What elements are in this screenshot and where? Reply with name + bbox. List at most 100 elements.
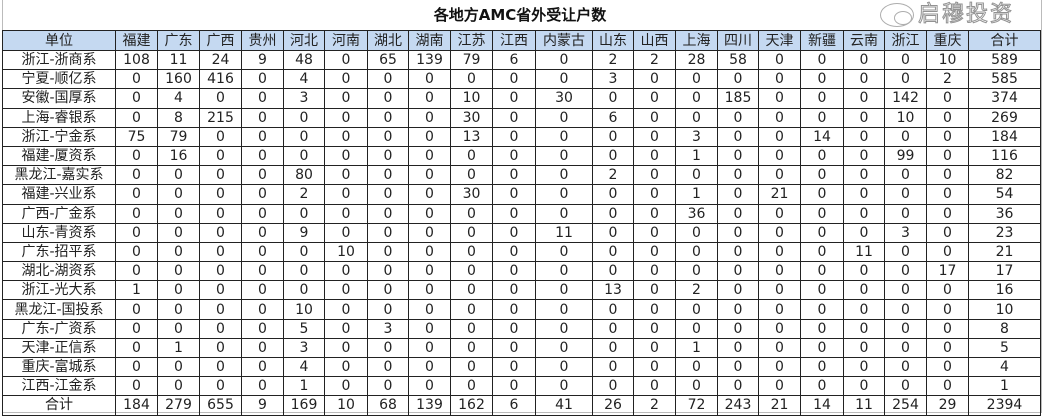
table-cell: 0 [324,337,368,359]
table-cell: 13 [592,280,634,301]
table-cell: 2 [926,69,969,90]
table-cell: 3 [592,69,634,90]
table-cell: 374 [968,88,1041,109]
table-cell: 17 [968,261,1041,282]
table-cell: 0 [535,126,593,147]
table-cell: 0 [367,280,409,301]
table-cell: 0 [926,280,969,301]
table-row: 宁夏-顺亿系 0 160 416 0 4 0 0 0 0 0 0 3 0 0 0 0 0 0 0 2 585 [2,69,1041,90]
table-cell: 0 [492,376,536,397]
table-cell: 0 [199,337,242,359]
table-cell: 11 [843,395,885,416]
column-header: 重庆 [926,30,969,51]
table-cell: 0 [492,299,536,320]
row-label: 安徽-国厚系 [2,88,116,109]
column-header: 云南 [843,30,885,51]
table-cell: 0 [115,203,158,224]
table-cell: 0 [199,299,242,320]
table-cell: 2 [675,280,718,301]
table-cell: 0 [926,165,969,186]
row-label: 重庆-富城系 [2,356,116,378]
table-cell: 0 [633,222,676,243]
table-cell: 0 [535,299,593,320]
table-cell: 0 [324,222,368,243]
table-cell: 26 [592,395,634,416]
table-cell: 0 [633,280,676,301]
table-cell: 416 [199,69,242,90]
table-cell: 36 [968,203,1041,224]
table-cell: 0 [884,184,927,205]
table-cell: 11 [535,222,593,243]
table-cell: 0 [408,222,451,243]
table-cell: 0 [492,107,536,128]
table-cell: 0 [115,376,158,397]
table-cell: 0 [324,69,368,90]
table-cell: 0 [115,337,158,359]
table-cell: 6 [492,395,536,416]
table-cell: 0 [884,280,927,301]
table-row: 安徽-国厚系 0 4 0 0 3 0 0 0 10 0 30 0 0 0 185 0 0 0 142 0 374 [2,88,1041,109]
table-cell: 0 [758,203,801,224]
table-cell: 2 [592,165,634,186]
table-row: 黑龙江-国投系 0 0 0 0 10 0 0 0 0 0 0 0 0 0 0 0 0 0 0 0 10 [2,299,1041,320]
table-cell: 0 [633,107,676,128]
row-label: 合计 [2,395,116,416]
table-cell: 0 [926,376,969,397]
table-cell: 0 [408,318,451,339]
table-cell: 21 [968,241,1041,263]
table-cell: 0 [241,69,284,90]
table-cell: 10 [324,241,368,263]
table-cell: 0 [717,280,759,301]
table-cell: 11 [843,241,885,263]
table-cell: 0 [633,184,676,205]
table-cell: 0 [758,299,801,320]
table-cell: 3 [283,337,325,359]
table-cell: 0 [843,356,885,378]
table-cell: 0 [492,69,536,90]
table-cell: 0 [717,184,759,205]
table-cell: 0 [157,261,200,282]
table-cell: 0 [800,165,844,186]
table-cell: 0 [592,222,634,243]
table-cell: 0 [633,261,676,282]
table-cell: 1 [115,280,158,301]
table-cell: 0 [115,165,158,186]
table-cell: 2 [633,49,676,71]
table-cell: 0 [324,376,368,397]
table-cell: 0 [157,318,200,339]
table-cell: 0 [450,203,493,224]
table-cell: 0 [241,376,284,397]
table-cell: 0 [758,376,801,397]
table-cell: 0 [843,337,885,359]
table-row: 江西-江金系 0 0 0 0 1 0 0 0 0 0 0 0 0 0 0 0 0 0 0 0 1 [2,376,1041,397]
table-cell: 0 [633,376,676,397]
table-cell: 585 [968,69,1041,90]
table-cell: 0 [884,376,927,397]
table-cell: 0 [800,69,844,90]
table-cell: 6 [592,107,634,128]
table-cell: 0 [884,299,927,320]
table-cell: 0 [283,107,325,128]
table-cell: 0 [283,126,325,147]
table-cell: 0 [324,165,368,186]
column-header: 四川 [717,30,759,51]
table-cell: 0 [675,261,718,282]
table-cell: 0 [367,69,409,90]
table-cell: 0 [115,107,158,128]
table-cell: 0 [324,280,368,301]
table-cell: 0 [926,299,969,320]
table-cell: 0 [717,337,759,359]
table-cell: 0 [367,241,409,263]
table-cell: 79 [157,126,200,147]
table-cell: 0 [408,299,451,320]
table-cell: 0 [492,241,536,263]
column-header: 单位 [2,30,116,51]
table-cell: 0 [633,145,676,167]
table-cell: 54 [968,184,1041,205]
table-cell: 0 [535,280,593,301]
table-cell: 28 [675,49,718,71]
table-row: 天津-正信系 0 1 0 0 3 0 0 0 0 0 0 0 0 1 0 0 0 0 0 0 5 [2,337,1041,359]
table-cell: 5 [283,318,325,339]
table-cell: 0 [241,88,284,109]
table-cell: 0 [633,337,676,359]
